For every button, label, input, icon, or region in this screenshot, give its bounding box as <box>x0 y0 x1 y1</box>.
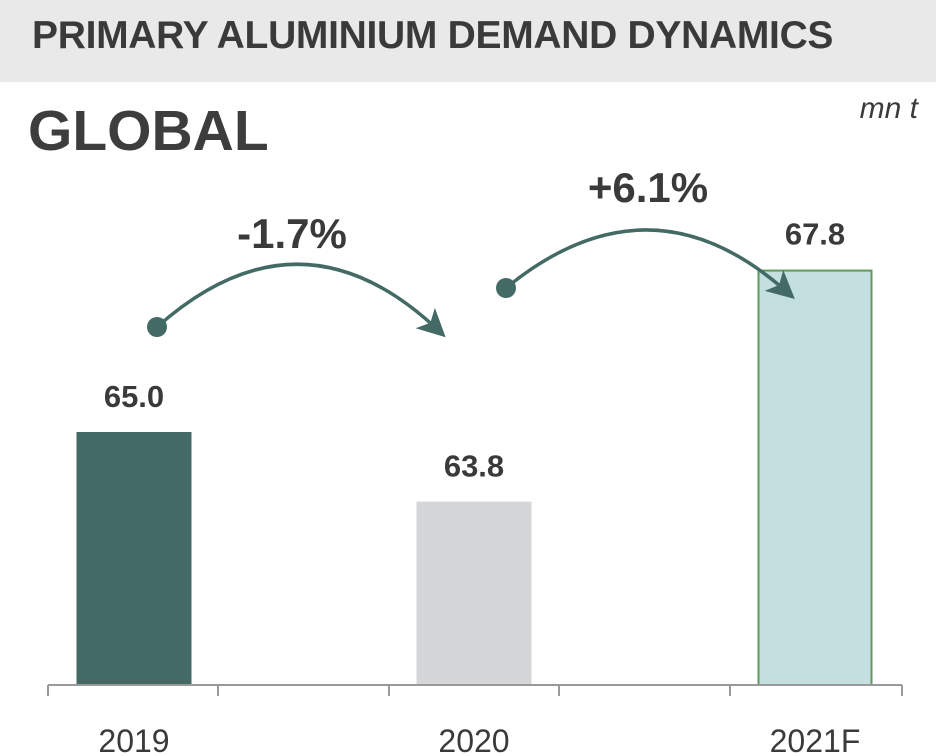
change-label-0: -1.7% <box>237 210 347 257</box>
region-title: GLOBAL <box>28 99 269 163</box>
change-arrow-0 <box>155 262 446 338</box>
bar-2021F <box>757 269 873 686</box>
change-arrow-1 <box>504 228 795 299</box>
bar-2019 <box>76 432 192 686</box>
data-label-2019: 65.0 <box>104 379 164 414</box>
header-band: PRIMARY ALUMINIUM DEMAND DYNAMICS <box>0 0 936 82</box>
x-tick-label-2019: 2019 <box>98 723 169 756</box>
unit-label: mn t <box>859 92 918 125</box>
x-tick-label-2020: 2020 <box>438 723 509 756</box>
bar-2020 <box>416 501 532 686</box>
data-label-2020: 63.8 <box>444 449 504 484</box>
change-label-1: +6.1% <box>588 164 708 211</box>
page-title: PRIMARY ALUMINIUM DEMAND DYNAMICS <box>32 14 834 57</box>
x-tick-label-2021F: 2021F <box>770 723 861 756</box>
data-label-2021F: 67.8 <box>785 217 845 252</box>
